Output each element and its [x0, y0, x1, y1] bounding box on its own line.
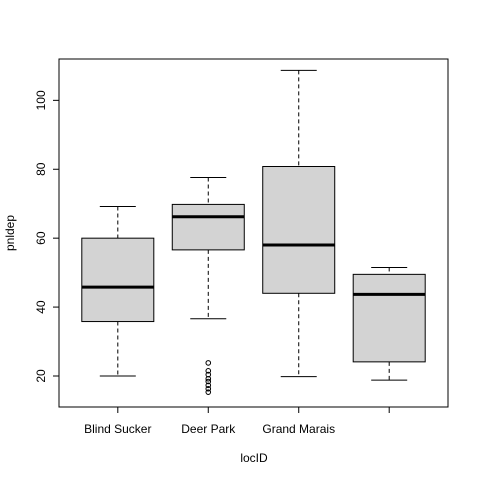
boxes-layer — [81, 69, 426, 395]
box-group — [81, 205, 155, 377]
iqr-box — [171, 203, 245, 251]
outlier-point — [205, 368, 212, 374]
iqr-box — [352, 273, 426, 363]
x-tick-label: Blind Sucker — [84, 422, 151, 436]
outlier-point — [205, 389, 212, 395]
outlier-point — [205, 382, 212, 389]
box-group — [262, 69, 336, 378]
iqr-box — [81, 237, 155, 323]
x-axis-title: locID — [240, 451, 268, 465]
box-group — [352, 266, 426, 381]
outlier-point — [205, 375, 212, 382]
x-axis: Blind Sucker Deer Park Grand Marais — [84, 406, 390, 436]
y-tick-label: 20 — [34, 369, 48, 383]
outlier-point — [205, 378, 212, 385]
x-tick-label: Grand Marais — [262, 422, 335, 436]
y-tick-label: 100 — [34, 90, 48, 110]
box-group — [171, 177, 245, 395]
iqr-box — [262, 166, 336, 294]
y-axis: 20 40 60 80 100 — [34, 90, 60, 383]
outlier-point — [205, 385, 212, 392]
x-tick-label: Deer Park — [181, 422, 236, 436]
y-tick-label: 40 — [34, 300, 48, 314]
outlier-point — [205, 360, 212, 366]
y-tick-label: 60 — [34, 231, 48, 245]
y-axis-title: pnldep — [3, 215, 17, 251]
y-tick-label: 80 — [34, 162, 48, 176]
